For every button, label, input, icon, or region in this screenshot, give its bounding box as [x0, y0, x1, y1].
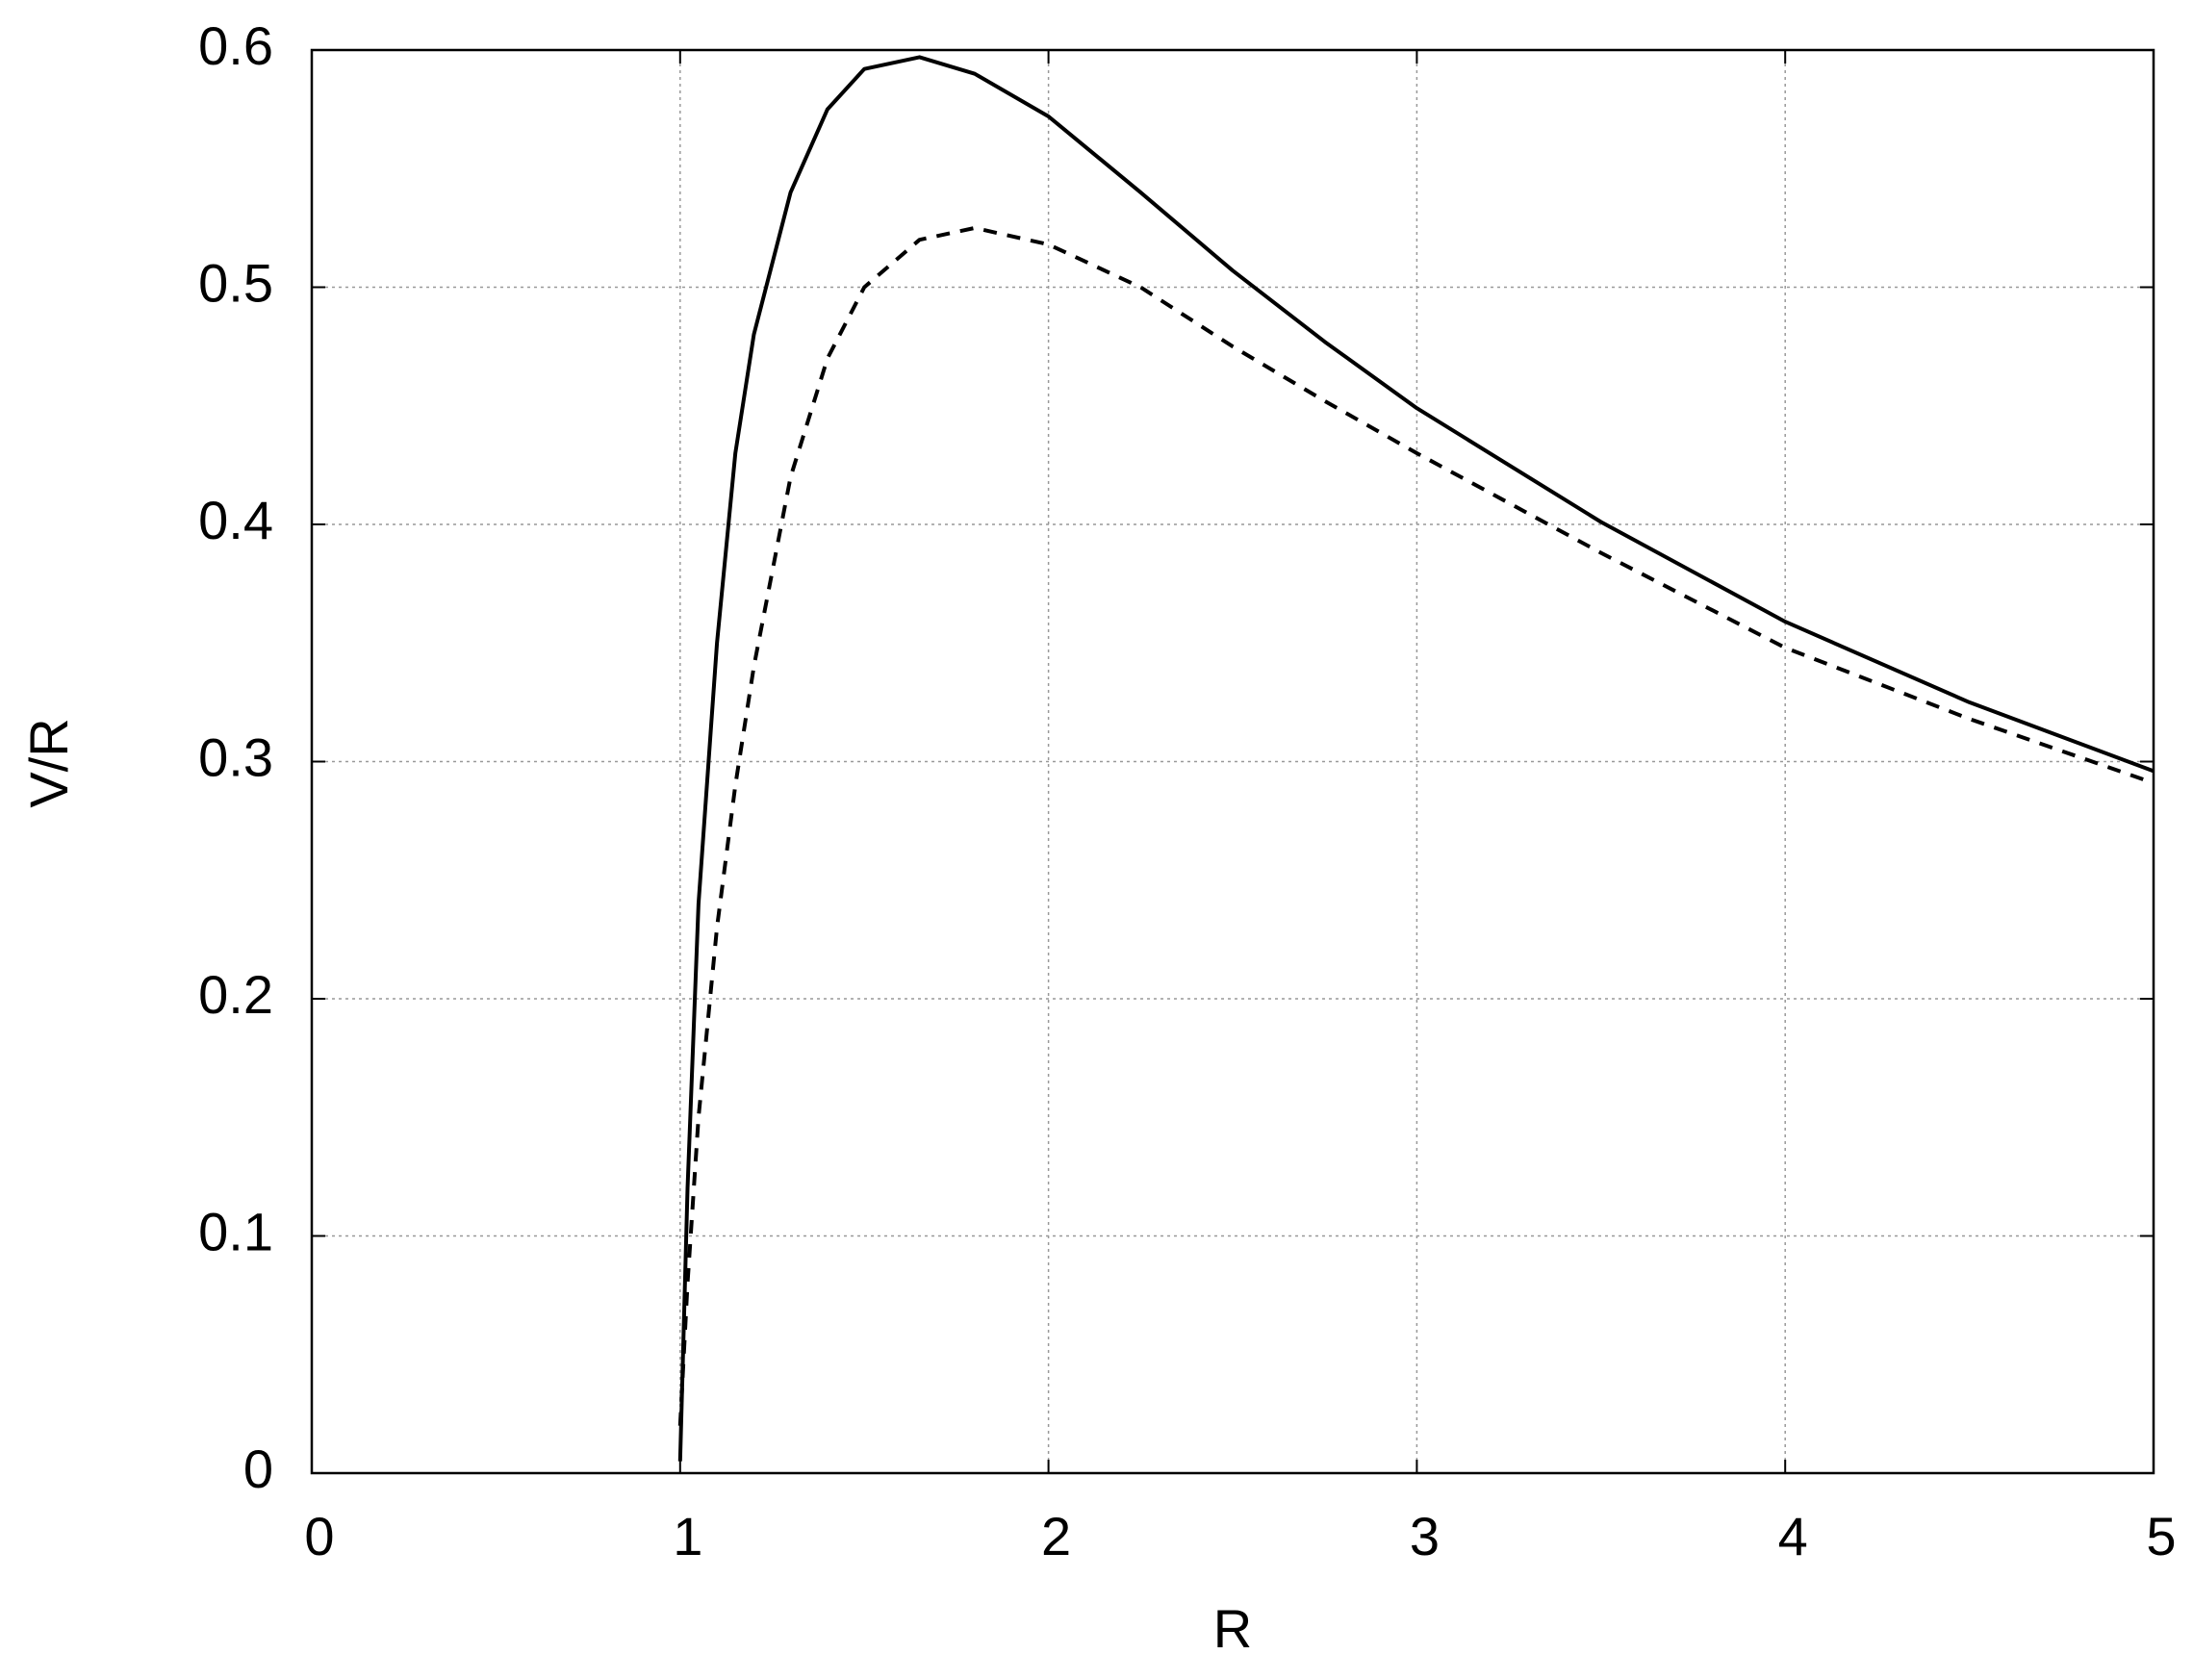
y-tick-label: 0.5	[198, 252, 273, 313]
x-axis-label: R	[1213, 1598, 1252, 1659]
y-tick-label: 0.6	[198, 15, 273, 76]
plot-frame	[310, 48, 2155, 1475]
x-tick-label: 4	[1778, 1506, 1808, 1566]
x-tick-label: 1	[673, 1506, 702, 1566]
x-tick-label: 5	[2146, 1506, 2176, 1566]
x-tick-label: 3	[1410, 1506, 1440, 1566]
y-tick-label: 0	[243, 1438, 273, 1499]
y-axis-label: V/R	[18, 718, 79, 807]
x-tick-label: 0	[304, 1506, 334, 1566]
y-tick-label: 0.1	[198, 1201, 273, 1261]
y-tick-label: 0.4	[198, 490, 273, 550]
data-line	[677, 225, 2155, 1426]
x-tick-label: 2	[1041, 1506, 1071, 1566]
y-tick-label: 0.3	[198, 726, 273, 787]
y-tick-label: 0.2	[198, 964, 273, 1025]
data-line	[677, 55, 2155, 1462]
